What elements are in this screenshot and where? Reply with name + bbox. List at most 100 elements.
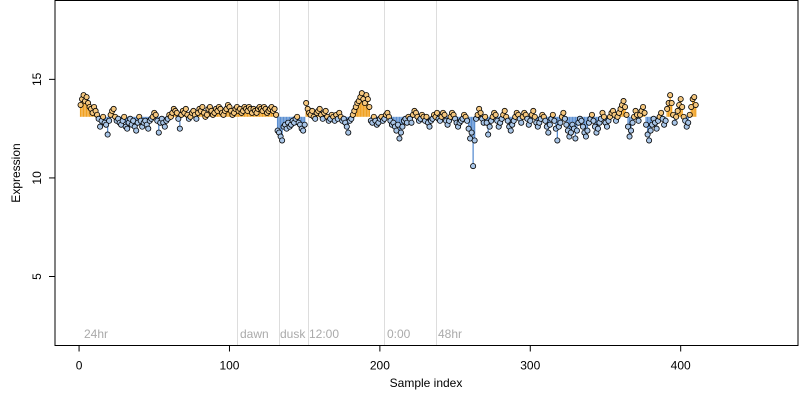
data-point xyxy=(567,129,574,136)
data-point xyxy=(629,119,636,126)
data-point xyxy=(667,92,674,99)
data-point xyxy=(573,127,580,134)
data-point xyxy=(671,119,678,126)
data-point xyxy=(396,135,403,142)
data-point xyxy=(560,109,567,116)
data-point xyxy=(300,127,307,134)
data-point xyxy=(426,123,433,130)
y-tick-label: 10 xyxy=(30,171,44,185)
phase-labels: 24hr dawn dusk 12:00 0:00 48hr xyxy=(84,327,462,341)
data-point xyxy=(482,113,489,120)
data-point xyxy=(603,123,610,130)
data-point xyxy=(572,135,579,142)
data-point xyxy=(273,111,280,118)
data-point xyxy=(464,117,471,124)
x-tick-label: 0 xyxy=(76,359,83,373)
data-point xyxy=(677,96,684,103)
data-point xyxy=(110,105,117,112)
data-point xyxy=(554,137,561,144)
phase-label-noon: 12:00 xyxy=(309,327,339,341)
data-point xyxy=(477,109,484,116)
data-point xyxy=(193,115,200,122)
data-point xyxy=(579,123,586,130)
data-point xyxy=(106,117,113,124)
data-point xyxy=(103,121,110,128)
data-point xyxy=(361,100,368,107)
data-point xyxy=(674,107,681,114)
data-point xyxy=(542,117,549,124)
data-point xyxy=(546,121,553,128)
data-point xyxy=(470,163,477,170)
data-point xyxy=(563,121,570,128)
phase-label-end: 48hr xyxy=(438,327,462,341)
data-point xyxy=(145,125,152,132)
data-point xyxy=(133,127,140,134)
data-point xyxy=(549,111,556,118)
y-tick-label: 5 xyxy=(30,273,44,280)
data-point xyxy=(582,133,589,140)
x-axis-label: Sample index xyxy=(390,376,463,390)
data-point xyxy=(492,111,499,118)
data-point xyxy=(685,119,692,126)
x-tick-label: 300 xyxy=(520,359,540,373)
data-point xyxy=(578,117,585,124)
data-point xyxy=(653,125,660,132)
data-point xyxy=(366,103,373,110)
data-point xyxy=(316,105,323,112)
data-point xyxy=(104,131,111,138)
plot-frame xyxy=(54,0,799,346)
data-point xyxy=(622,103,629,110)
data-point xyxy=(471,137,478,144)
data-point xyxy=(303,100,310,107)
data-point xyxy=(182,105,189,112)
phase-label-midnight: 0:00 xyxy=(387,327,411,341)
data-point xyxy=(399,123,406,130)
data-point xyxy=(343,123,350,130)
data-point xyxy=(628,127,635,134)
data-point xyxy=(664,105,671,112)
y-axis: 5 10 15 xyxy=(30,72,56,280)
data-point xyxy=(176,125,183,132)
data-point xyxy=(121,113,128,120)
data-point xyxy=(322,107,329,114)
data-point xyxy=(486,123,493,130)
data-point xyxy=(584,127,591,134)
data-point xyxy=(594,125,601,132)
data-point xyxy=(658,109,665,116)
data-point xyxy=(531,113,538,120)
data-point xyxy=(501,107,508,114)
x-axis: 0 100 200 300 400 xyxy=(76,345,691,373)
data-point xyxy=(527,117,534,124)
x-tick-label: 400 xyxy=(671,359,691,373)
data-point xyxy=(485,131,492,138)
data-point xyxy=(561,115,568,122)
data-point xyxy=(161,123,168,130)
data-points xyxy=(77,90,699,170)
data-point xyxy=(641,109,648,116)
data-point xyxy=(643,121,650,128)
data-point xyxy=(199,103,206,110)
data-point xyxy=(620,98,627,105)
stems xyxy=(79,93,697,167)
data-point xyxy=(668,100,675,107)
data-point xyxy=(507,127,514,134)
data-point xyxy=(686,111,693,118)
data-point xyxy=(625,123,632,130)
phase-guide-lines xyxy=(237,0,437,346)
data-point xyxy=(397,129,404,136)
data-point xyxy=(83,94,90,101)
data-point xyxy=(279,137,286,144)
y-axis-label: Expression xyxy=(9,143,23,202)
data-point xyxy=(124,125,131,132)
data-point xyxy=(679,103,686,110)
data-point xyxy=(345,129,352,136)
data-point xyxy=(152,111,159,118)
data-point xyxy=(423,113,430,120)
data-point xyxy=(465,125,472,132)
data-point xyxy=(673,113,680,120)
data-point xyxy=(545,129,552,136)
data-point xyxy=(692,101,699,108)
data-point xyxy=(408,119,415,126)
data-point xyxy=(530,107,537,114)
data-point xyxy=(97,123,104,130)
